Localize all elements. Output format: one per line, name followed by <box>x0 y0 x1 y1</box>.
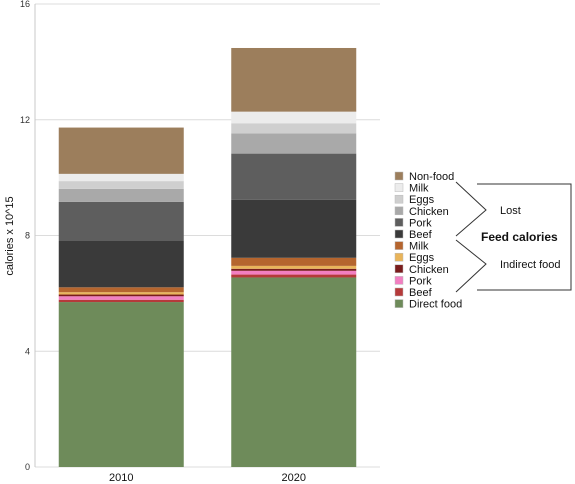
indirect-food-label: Indirect food <box>500 259 561 271</box>
x-category-label: 2010 <box>109 472 133 484</box>
legend-label: Beef <box>409 229 433 241</box>
y-tick-label: 0 <box>25 462 30 472</box>
bar-segment <box>58 287 184 293</box>
bar-segment <box>58 240 184 288</box>
y-tick-label: 4 <box>25 346 30 356</box>
legend-swatch <box>394 206 404 216</box>
bar-segment <box>231 47 357 112</box>
legend-label: Pork <box>409 275 432 287</box>
legend-swatch <box>394 218 404 227</box>
bar-segment <box>58 302 184 467</box>
legend-swatch <box>394 194 404 204</box>
bar-segment <box>231 277 357 467</box>
legend-label: Beef <box>409 287 433 299</box>
legend-group-brackets: Lost Indirect food Feed calories <box>455 181 572 293</box>
bar-segment <box>58 173 184 182</box>
legend-swatch <box>394 276 404 285</box>
bar-segment <box>231 268 357 271</box>
bar-segment <box>231 153 357 200</box>
bar-segment <box>58 127 184 174</box>
legend-label: Direct food <box>409 299 462 311</box>
legend-swatch <box>394 299 404 308</box>
bar-segment <box>58 181 184 189</box>
indirect-bracket <box>455 239 487 293</box>
legend-label: Eggs <box>409 194 435 206</box>
bar-segment <box>231 257 357 266</box>
bar-segment <box>231 274 357 278</box>
feed-outer-bracket <box>477 183 572 291</box>
bar-segment <box>58 188 184 202</box>
bar-segment <box>58 201 184 241</box>
bar-segment <box>231 133 357 154</box>
lost-bracket <box>455 181 487 237</box>
legend-swatch <box>394 171 404 181</box>
lost-label: Lost <box>500 205 521 217</box>
bar-segment <box>231 123 357 134</box>
legend-swatch <box>394 183 404 192</box>
legend: Non-foodMilkEggsChickenPorkBeefMilkEggsC… <box>394 171 462 311</box>
bar-segment <box>231 265 357 269</box>
bar-segment <box>58 294 184 297</box>
y-tick-label: 12 <box>20 115 30 125</box>
legend-swatch <box>394 252 404 262</box>
legend-label: Chicken <box>409 264 449 276</box>
legend-label: Milk <box>409 241 429 253</box>
bar-segment <box>231 270 357 275</box>
y-tick-label: 16 <box>20 0 30 9</box>
bars <box>58 47 357 467</box>
legend-label: Pork <box>409 217 432 229</box>
y-axis-label: calories x 10^15 <box>4 196 16 275</box>
bar-segment <box>58 299 184 303</box>
legend-swatch <box>394 241 404 250</box>
legend-label: Chicken <box>409 206 449 218</box>
bar-segment <box>231 111 357 124</box>
legend-label: Eggs <box>409 252 435 264</box>
legend-swatch <box>394 229 404 239</box>
legend-label: Non-food <box>409 171 454 183</box>
x-category-label: 2020 <box>282 472 306 484</box>
bar-segment <box>58 292 184 295</box>
bar-segment <box>58 296 184 300</box>
legend-swatch <box>394 287 404 297</box>
feed-calories-label: Feed calories <box>481 230 558 244</box>
x-axis-categories: 2010 2020 <box>109 472 306 484</box>
legend-label: Milk <box>409 183 429 195</box>
y-axis-ticks: 0 4 8 12 16 <box>20 0 30 472</box>
legend-swatch <box>394 264 404 274</box>
bar-segment <box>231 199 357 258</box>
y-tick-label: 8 <box>25 231 30 241</box>
